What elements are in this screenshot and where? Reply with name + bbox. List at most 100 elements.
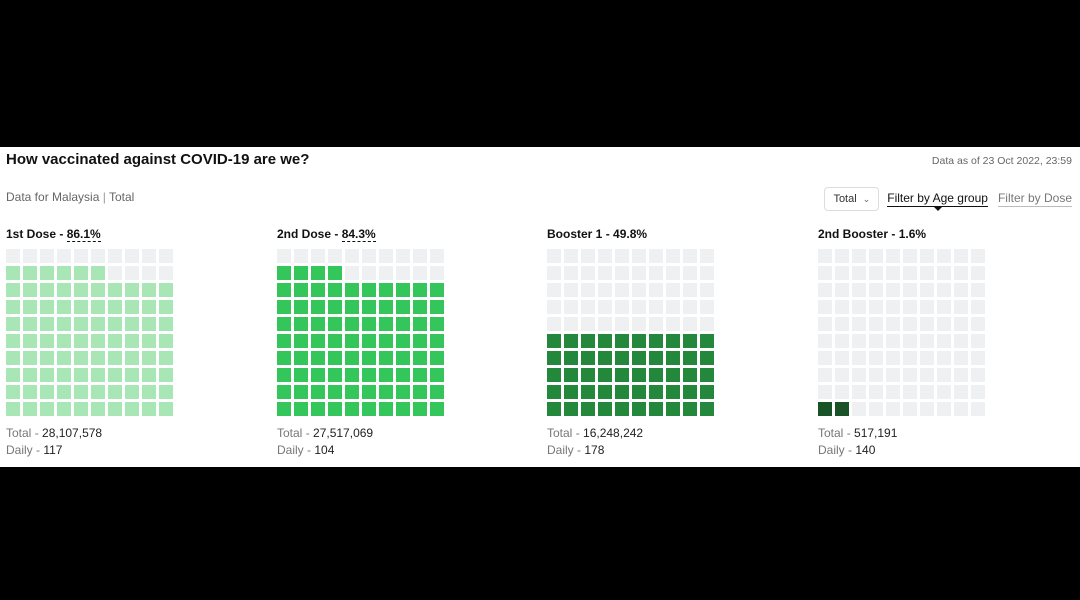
waffle-cell-empty (74, 249, 88, 263)
waffle-cell-empty (886, 300, 900, 314)
waffle-cell-filled (23, 334, 37, 348)
waffle-cell-empty (852, 351, 866, 365)
waffle-cell-empty (23, 249, 37, 263)
waffle-cell-empty (413, 266, 427, 280)
waffle-cell-filled (108, 351, 122, 365)
waffle-cell-filled (413, 385, 427, 399)
waffle-cell-filled (74, 266, 88, 280)
waffle-cell-empty (615, 283, 629, 297)
waffle-cell-empty (886, 368, 900, 382)
waffle-cell-filled (40, 300, 54, 314)
waffle-cell-empty (666, 300, 680, 314)
waffle-cell-empty (581, 300, 595, 314)
waffle-cell-filled (294, 385, 308, 399)
waffle-cell-filled (396, 283, 410, 297)
waffle-cell-empty (852, 402, 866, 416)
waffle-cell-empty (379, 249, 393, 263)
waffle-cell-filled (328, 402, 342, 416)
waffle-cell-filled (57, 402, 71, 416)
waffle-cell-filled (294, 402, 308, 416)
waffle-cell-filled (125, 334, 139, 348)
waffle-cell-empty (294, 249, 308, 263)
daily-row: Daily - 104 (277, 443, 335, 457)
waffle-cell-filled (328, 300, 342, 314)
waffle-cell-empty (954, 368, 968, 382)
dose-name: 2nd Booster (818, 227, 889, 241)
waffle-cell-filled (91, 300, 105, 314)
daily-label: Daily (818, 443, 845, 457)
total-value: 517,191 (854, 426, 898, 440)
filter-by-dose-tab[interactable]: Filter by Dose (997, 191, 1072, 207)
dose-percent[interactable]: 84.3% (341, 227, 376, 242)
waffle-cell-filled (74, 334, 88, 348)
waffle-cell-empty (852, 266, 866, 280)
dose-percent[interactable]: 86.1% (66, 227, 101, 242)
waffle-cell-empty (869, 402, 883, 416)
waffle-cell-empty (683, 249, 697, 263)
waffle-cell-empty (903, 249, 917, 263)
dose-stats: Total - 27,517,069 Daily - 104 (277, 425, 457, 459)
daily-row: Daily - 178 (547, 443, 605, 457)
filter-controls: Total ⌄ Filter by Age group Filter by Do… (824, 187, 1072, 211)
waffle-cell-filled (74, 351, 88, 365)
waffle-cell-empty (818, 334, 832, 348)
waffle-cell-filled (40, 334, 54, 348)
waffle-cell-empty (818, 385, 832, 399)
waffle-cell-filled (108, 368, 122, 382)
waffle-cell-empty (396, 249, 410, 263)
dose-card-2nd-dose: 2nd Dose - 84.3% Total - 27,517,069 Dail… (277, 227, 457, 459)
waffle-cell-filled (700, 334, 714, 348)
daily-row: Daily - 140 (818, 443, 876, 457)
waffle-cell-filled (125, 402, 139, 416)
waffle-cell-filled (683, 351, 697, 365)
waffle-cell-filled (700, 385, 714, 399)
dose-stats: Total - 28,107,578 Daily - 117 (6, 425, 186, 459)
waffle-cell-filled (311, 300, 325, 314)
waffle-cell-empty (937, 317, 951, 331)
waffle-cell-filled (159, 351, 173, 365)
waffle-cell-empty (649, 283, 663, 297)
waffle-cell-empty (835, 385, 849, 399)
waffle-cell-empty (615, 266, 629, 280)
waffle-cell-empty (886, 385, 900, 399)
waffle-cell-empty (920, 351, 934, 365)
waffle-cell-empty (666, 266, 680, 280)
waffle-cell-filled (40, 351, 54, 365)
waffle-cell-empty (835, 266, 849, 280)
waffle-cell-filled (57, 317, 71, 331)
waffle-cell-filled (547, 402, 561, 416)
waffle-cell-filled (598, 385, 612, 399)
waffle-cell-empty (954, 317, 968, 331)
waffle-cell-filled (311, 266, 325, 280)
waffle-cell-empty (40, 249, 54, 263)
waffle-cell-filled (328, 266, 342, 280)
waffle-cell-filled (294, 334, 308, 348)
waffle-cell-empty (430, 249, 444, 263)
waffle-cell-filled (632, 385, 646, 399)
waffle-cell-filled (683, 334, 697, 348)
waffle-cell-empty (683, 266, 697, 280)
waffle-cell-empty (920, 385, 934, 399)
waffle-cell-empty (564, 317, 578, 331)
dose-separator: - (331, 227, 342, 241)
waffle-cell-empty (632, 300, 646, 314)
waffle-cell-empty (971, 317, 985, 331)
filter-by-age-group-tab[interactable]: Filter by Age group (887, 191, 988, 211)
daily-value: 140 (855, 443, 876, 457)
total-value: 27,517,069 (313, 426, 374, 440)
waffle-cell-filled (362, 283, 376, 297)
waffle-cell-filled (74, 402, 88, 416)
waffle-cell-filled (159, 402, 173, 416)
waffle-cell-filled (74, 385, 88, 399)
waffle-cell-filled (57, 368, 71, 382)
waffle-cell-filled (345, 300, 359, 314)
total-label: Total (277, 426, 303, 440)
waffle-cell-empty (869, 283, 883, 297)
waffle-cell-empty (649, 300, 663, 314)
waffle-cell-empty (818, 351, 832, 365)
waffle-cell-empty (852, 249, 866, 263)
scope-dropdown[interactable]: Total ⌄ (824, 187, 880, 211)
waffle-cell-empty (345, 266, 359, 280)
waffle-cell-empty (954, 385, 968, 399)
waffle-cell-empty (159, 266, 173, 280)
